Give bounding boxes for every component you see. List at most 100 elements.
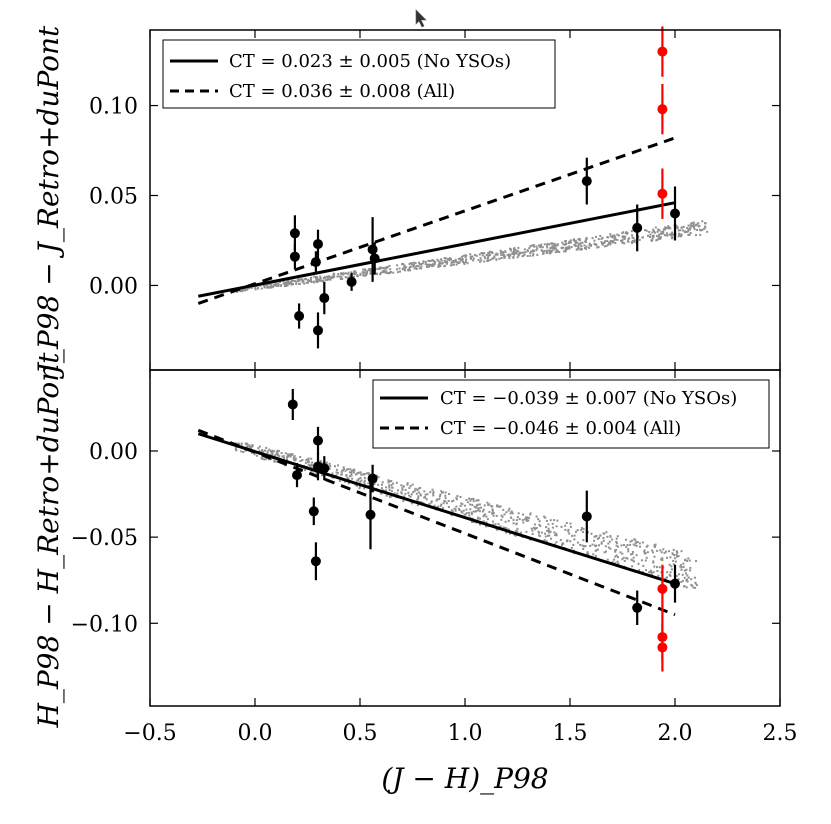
grey-band-dot [463, 263, 466, 265]
grey-band-dot [325, 461, 328, 464]
grey-band-dot [377, 476, 380, 479]
grey-band-dot [680, 233, 683, 236]
grey-band-dot [366, 472, 368, 475]
grey-band-dot [273, 459, 276, 462]
grey-band-dot [638, 569, 641, 572]
grey-band-dot [436, 258, 439, 261]
grey-band-dot [643, 550, 646, 553]
grey-band-dot [307, 457, 310, 460]
grey-band-dot [594, 243, 597, 246]
grey-band-dot [429, 259, 432, 262]
grey-band-dot [638, 542, 641, 545]
grey-band-dot [509, 532, 511, 535]
grey-band-dot [362, 273, 365, 276]
grey-band-dot [654, 543, 657, 546]
grey-band-dot [290, 283, 293, 286]
grey-band-dot [365, 271, 368, 274]
grey-band-dot [283, 283, 286, 286]
grey-band-dot [496, 504, 498, 507]
grey-band-dot [623, 544, 625, 546]
grey-band-dot [401, 268, 404, 271]
grey-band-dot [395, 481, 398, 484]
grey-band-dot [358, 487, 361, 490]
grey-band-dot [701, 220, 704, 223]
grey-band-dot [269, 450, 272, 453]
grey-band-dot [593, 242, 596, 245]
grey-band-dot [370, 268, 373, 271]
grey-band-dot [325, 275, 328, 278]
grey-band-dot [675, 225, 678, 228]
grey-band-dot [509, 512, 512, 515]
grey-band-dot [451, 260, 454, 263]
grey-band-dot [621, 241, 624, 244]
grey-band-dot [483, 504, 486, 507]
grey-band-dot [703, 227, 706, 230]
grey-band-dot [454, 258, 457, 261]
grey-band-dot [594, 554, 597, 557]
grey-band-dot [377, 483, 380, 486]
data-point [294, 311, 305, 322]
grey-band-dot [502, 526, 505, 529]
grey-band-dot [305, 281, 308, 284]
grey-band-dot [679, 565, 682, 568]
grey-band-dot [246, 288, 249, 291]
grey-band-dot [576, 529, 579, 532]
grey-band-dot [550, 242, 553, 245]
grey-band-dot [439, 504, 442, 507]
grey-band-dot [534, 528, 537, 531]
grey-band-dot [580, 248, 583, 251]
grey-band-dot [250, 447, 252, 450]
grey-band-dot [264, 284, 267, 286]
grey-band-dot [655, 239, 658, 242]
grey-band-dot [680, 568, 683, 571]
grey-band-dot [403, 267, 406, 270]
grey-band-dot [548, 534, 551, 537]
grey-band-dot [476, 503, 479, 506]
grey-band-dot [658, 233, 661, 236]
grey-band-dot [409, 269, 412, 272]
grey-band-dot [569, 525, 572, 528]
grey-band-dot [639, 545, 641, 548]
grey-band-dot [656, 230, 659, 233]
grey-band-dot [452, 259, 455, 262]
grey-band-dot [385, 494, 388, 497]
grey-band-dot [666, 556, 668, 559]
grey-band-dot [688, 559, 691, 562]
grey-band-dot [427, 263, 430, 266]
grey-band-dot [386, 266, 389, 268]
grey-band-dot [602, 537, 605, 539]
grey-band-dot [578, 239, 581, 242]
y-tick-label: 0.10 [89, 95, 138, 120]
grey-band-dot [503, 513, 506, 516]
grey-band-dot [339, 275, 342, 278]
grey-band-dot [464, 504, 467, 507]
grey-band-dot [391, 486, 394, 489]
grey-band-dot [490, 505, 493, 507]
grey-band-dot [680, 550, 683, 553]
grey-band-dot [593, 539, 596, 542]
grey-band-dot [600, 237, 603, 240]
grey-band-dot [663, 551, 666, 554]
grey-band-dot [528, 247, 531, 250]
grey-band-dot [409, 262, 412, 265]
grey-band-dot [368, 473, 371, 476]
grey-band-dot [329, 276, 332, 279]
grey-band-dot [530, 527, 533, 530]
grey-band-dot [350, 472, 353, 475]
fit-line-no-ysos [197, 432, 676, 586]
data-point [310, 556, 321, 567]
grey-band-dot [547, 527, 550, 530]
grey-band-dot [276, 453, 279, 456]
grey-band-dot [478, 503, 481, 506]
grey-band-dot [646, 544, 649, 547]
grey-band-dot [329, 278, 332, 281]
grey-band-dot [551, 522, 554, 525]
grey-band-dot [599, 235, 602, 237]
grey-band-dot [625, 545, 628, 548]
grey-band-dot [292, 456, 295, 459]
grey-band-dot [523, 248, 526, 251]
grey-band-dot [266, 450, 269, 453]
grey-band-dot [625, 231, 628, 234]
grey-band-dot [276, 449, 279, 452]
grey-band-dot [423, 490, 426, 493]
